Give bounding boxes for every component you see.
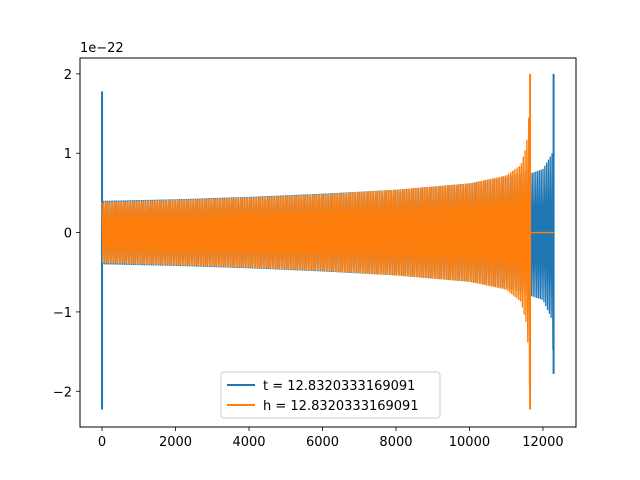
- y-tick-label: 2: [64, 68, 72, 83]
- x-axis: 0 2000 4000 6000 8000 10000 12000: [98, 427, 564, 450]
- axes-frame: [79, 57, 577, 428]
- x-tick-label: 8000: [379, 435, 412, 450]
- y-offset-label: 1e−22: [80, 41, 124, 56]
- y-tick-label: −1: [53, 306, 72, 321]
- y-axis: −2 −1 0 1 2: [53, 68, 80, 400]
- y-tick-label: 1: [64, 147, 72, 162]
- x-tick-label: 12000: [522, 435, 563, 450]
- legend-label: t = 12.8320333169091: [263, 379, 415, 394]
- x-tick-label: 10000: [449, 435, 490, 450]
- y-tick-label: −2: [53, 385, 72, 400]
- x-tick-label: 6000: [306, 435, 339, 450]
- legend-box: [220, 371, 441, 419]
- x-tick-label: 2000: [159, 435, 192, 450]
- legend-label: h = 12.8320333169091: [263, 399, 419, 414]
- plot-area: [101, 73, 555, 410]
- x-tick-label: 4000: [232, 435, 265, 450]
- legend: t = 12.8320333169091 h = 12.8320333169091: [220, 371, 441, 419]
- series-2-line: [101, 117, 554, 386]
- y-tick-label: 0: [64, 227, 72, 242]
- series-2: [101, 73, 554, 410]
- x-tick-label: 0: [98, 435, 106, 450]
